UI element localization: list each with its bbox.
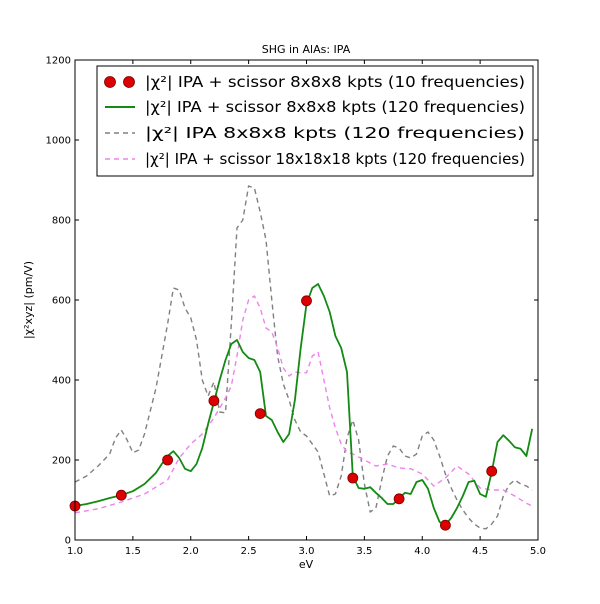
y-tick-label: 200 — [52, 456, 71, 467]
series-line-3 — [74, 185, 533, 530]
data-point-marker — [254, 408, 266, 420]
ticks-layer: 1.0 1.5 2.0 2.5 3.0 3.5 4.0 4.5 5.0 0 200 400 600 800… — [46, 56, 546, 558]
y-axis-label: |χ²xyz| (pm/V) — [22, 261, 35, 339]
legend-label: |χ²| IPA + scissor 18x18x18 kpts (120 fr… — [145, 150, 525, 168]
data-point-marker — [208, 395, 220, 407]
y-tick-label: 1000 — [46, 136, 71, 147]
series-line-2 — [74, 283, 534, 526]
data-point-marker — [347, 472, 359, 484]
legend-label: |χ²| IPA + scissor 8x8x8 kpts (10 freque… — [145, 73, 525, 91]
data-point-marker — [115, 489, 127, 501]
legend-marker — [123, 76, 135, 88]
y-tick-label: 1200 — [46, 56, 71, 67]
legend-items: |χ²| IPA + scissor 8x8x8 kpts (10 freque… — [104, 73, 525, 168]
series-line-4 — [74, 295, 533, 514]
x-tick-label: 4.0 — [414, 546, 430, 557]
data-point-marker — [301, 295, 312, 307]
series-layer — [69, 185, 534, 531]
data-point-marker — [486, 465, 498, 477]
legend-label: |χ²| IPA + scissor 8x8x8 kpts (120 frequ… — [145, 98, 525, 116]
legend-marker — [104, 76, 116, 88]
data-point-marker — [393, 493, 405, 505]
y-tick-label: 800 — [52, 216, 71, 227]
x-axis-label: eV — [299, 558, 314, 571]
x-tick-label: 2.5 — [241, 546, 257, 557]
legend: |χ²| IPA + scissor 8x8x8 kpts (10 freque… — [96, 65, 534, 177]
x-tick-label: 1.5 — [125, 546, 141, 557]
chart-title: SHG in AlAs: IPA — [262, 43, 351, 56]
legend-label: |χ²| IPA 8x8x8 kpts (120 frequencies) — [145, 124, 525, 142]
y-tick-label: 600 — [52, 296, 71, 307]
plot-area: 1.0 1.5 2.0 2.5 3.0 3.5 4.0 4.5 5.0 0 200 400 600 800… — [46, 56, 546, 558]
data-point-marker — [162, 454, 174, 466]
x-tick-label: 3.0 — [299, 546, 315, 557]
x-tick-label: 1.0 — [67, 546, 83, 557]
x-tick-label: 2.0 — [183, 546, 199, 557]
y-tick-label: 0 — [65, 536, 71, 547]
x-tick-label: 3.5 — [356, 546, 372, 557]
x-tick-label: 4.5 — [472, 546, 488, 557]
data-point-marker — [439, 519, 451, 531]
y-tick-label: 400 — [52, 376, 71, 387]
legend-box — [96, 65, 534, 177]
x-tick-label: 5.0 — [530, 546, 546, 557]
